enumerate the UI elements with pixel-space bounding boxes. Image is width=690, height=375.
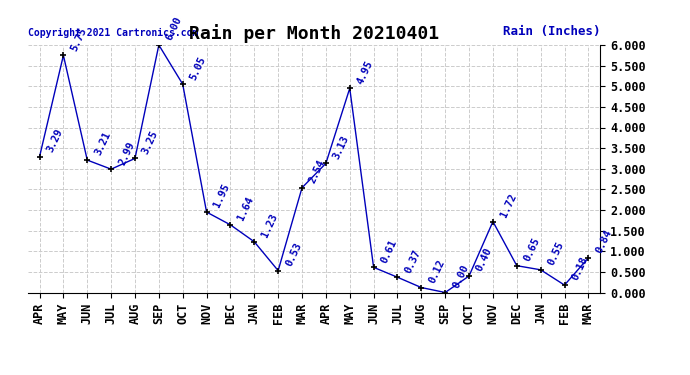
Text: 0.12: 0.12 bbox=[427, 258, 446, 285]
Text: 2.99: 2.99 bbox=[117, 140, 137, 166]
Text: 0.40: 0.40 bbox=[475, 246, 494, 273]
Text: 0.65: 0.65 bbox=[522, 236, 542, 263]
Text: 0.55: 0.55 bbox=[546, 240, 566, 267]
Text: 0.37: 0.37 bbox=[403, 248, 423, 274]
Text: 0.00: 0.00 bbox=[451, 263, 471, 290]
Text: 6.00: 6.00 bbox=[164, 15, 184, 42]
Text: Copyright 2021 Cartronics.com: Copyright 2021 Cartronics.com bbox=[28, 27, 198, 38]
Text: 1.72: 1.72 bbox=[498, 192, 518, 219]
Title: Rain per Month 20210401: Rain per Month 20210401 bbox=[189, 24, 439, 44]
Text: 0.61: 0.61 bbox=[380, 238, 399, 264]
Text: 5.05: 5.05 bbox=[188, 54, 208, 81]
Text: 0.18: 0.18 bbox=[570, 255, 590, 282]
Text: 2.54: 2.54 bbox=[308, 158, 327, 185]
Text: 5.75: 5.75 bbox=[69, 26, 88, 53]
Text: 0.84: 0.84 bbox=[594, 228, 613, 255]
Text: 3.29: 3.29 bbox=[45, 127, 65, 154]
Text: 3.13: 3.13 bbox=[331, 134, 351, 160]
Text: 1.64: 1.64 bbox=[236, 195, 255, 222]
Text: 1.95: 1.95 bbox=[212, 182, 232, 209]
Text: 3.25: 3.25 bbox=[141, 129, 160, 156]
Text: 1.23: 1.23 bbox=[260, 212, 279, 239]
Text: 0.53: 0.53 bbox=[284, 241, 304, 268]
Text: Rain (Inches): Rain (Inches) bbox=[503, 25, 600, 38]
Text: 3.21: 3.21 bbox=[93, 130, 112, 157]
Text: 4.95: 4.95 bbox=[355, 58, 375, 86]
